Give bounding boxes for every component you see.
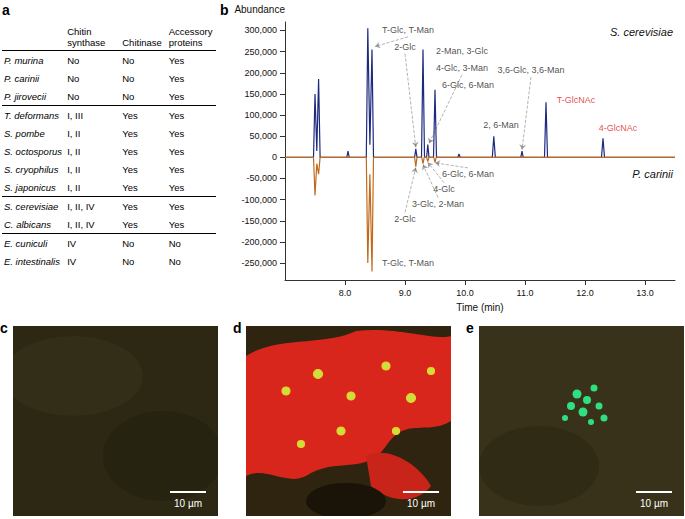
html-text:E. cuniculi: E. cuniculi	[4, 237, 48, 249]
svg-text:Abundance: Abundance	[234, 4, 285, 15]
svg-text:2-Glc: 2-Glc	[394, 214, 416, 224]
html-text:C. albicans: C. albicans	[4, 218, 51, 230]
svg-text:250,000: 250,000	[244, 47, 277, 57]
svg-text:150,000: 150,000	[244, 89, 277, 99]
html-text:No: No	[168, 255, 181, 267]
svg-text:P. carinii: P. carinii	[632, 168, 673, 180]
html-text:b: b	[220, 2, 229, 18]
html-text:Yes: Yes	[122, 127, 138, 139]
html-text:No: No	[168, 237, 181, 249]
svg-text:2, 6-Man: 2, 6-Man	[483, 120, 519, 130]
svg-text:T-Glc, T-Man: T-Glc, T-Man	[382, 258, 434, 268]
html-text:T. deformans: T. deformans	[4, 109, 60, 121]
svg-text:12.0: 12.0	[576, 288, 594, 298]
html-text:Chitin synthase: Chitin synthase	[67, 26, 106, 48]
html-text:Yes: Yes	[168, 90, 185, 102]
html-text:No: No	[67, 90, 80, 102]
html-text:I, II: I, II	[67, 127, 81, 139]
svg-text:4-Glc: 4-Glc	[433, 184, 455, 194]
svg-text:T-Glc, T-Man: T-Glc, T-Man	[382, 25, 434, 35]
html-text:Yes: Yes	[168, 163, 185, 175]
html-text:Yes: Yes	[122, 145, 138, 157]
html-text:S. pombe: S. pombe	[4, 127, 45, 139]
svg-text:10 µm: 10 µm	[407, 498, 435, 509]
html-text:I, II, IV: I, II, IV	[67, 218, 95, 230]
svg-text:2-Man, 3-Glc: 2-Man, 3-Glc	[436, 46, 489, 56]
svg-text:10.0: 10.0	[456, 288, 474, 298]
html-text:S. octosporus I, II: S. octosporus I, II	[4, 145, 81, 157]
svg-text:6-Glc, 6-Man: 6-Glc, 6-Man	[442, 169, 494, 179]
html-text:Accessory proteins: Accessory proteins	[168, 26, 213, 48]
html-text:P. carinii: P. carinii	[4, 72, 40, 84]
html-text:Yes: Yes	[168, 109, 185, 121]
html-text:Yes: Yes	[122, 109, 138, 121]
html-text:Chitinase: Chitinase	[122, 37, 162, 48]
svg-text:-100,000: -100,000	[241, 195, 277, 205]
svg-text:-200,000: -200,000	[241, 237, 277, 247]
svg-text:-150,000: -150,000	[241, 216, 277, 226]
svg-text:S. cerevisiae: S. cerevisiae	[610, 26, 673, 38]
html-text:E. intestinalis: E. intestinalis	[4, 255, 60, 267]
html-text:Yes: Yes	[122, 163, 138, 175]
html-text:No: No	[122, 255, 135, 267]
html-text:No: No	[122, 54, 135, 66]
svg-text:6-Glc, 6-Man: 6-Glc, 6-Man	[442, 80, 494, 90]
svg-text:3,6-Glc, 3,6-Man: 3,6-Glc, 3,6-Man	[497, 65, 564, 75]
svg-text:9.0: 9.0	[399, 288, 412, 298]
html-text:Yes: Yes	[122, 181, 138, 193]
html-text:IV: IV	[67, 255, 77, 267]
html-text:S. japonicus: S. japonicus	[4, 181, 56, 193]
svg-text:2-Glc: 2-Glc	[394, 42, 416, 52]
svg-text:300,000: 300,000	[244, 25, 277, 35]
html-text:Yes: Yes	[168, 72, 185, 84]
html-text:e: e	[466, 320, 474, 336]
svg-text:T-GlcNAc: T-GlcNAc	[557, 95, 596, 105]
html-text:S. cryophilus: S. cryophilus	[4, 163, 59, 175]
html-text:I, II, IV: I, II, IV	[67, 200, 95, 212]
html-text:d: d	[233, 320, 242, 336]
html-text:I, II: I, II	[67, 163, 81, 175]
svg-text:10 µm: 10 µm	[174, 498, 202, 509]
svg-text:200,000: 200,000	[244, 68, 277, 78]
html-text:Yes: Yes	[122, 218, 138, 230]
svg-text:-250,000: -250,000	[241, 258, 277, 268]
html-text:P. murina: P. murina	[4, 54, 44, 66]
svg-text:100,000: 100,000	[244, 110, 277, 120]
svg-text:11.0: 11.0	[517, 288, 534, 298]
svg-text:4-GlcNAc: 4-GlcNAc	[599, 123, 638, 133]
html-text:Yes: Yes	[168, 54, 185, 66]
svg-text:13.0: 13.0	[636, 288, 654, 298]
html-text:Yes: Yes	[168, 200, 185, 212]
html-text:IV: IV	[67, 237, 77, 249]
svg-text:3-Glc, 2-Man: 3-Glc, 2-Man	[412, 199, 464, 209]
svg-text:Time (min): Time (min)	[456, 302, 503, 313]
svg-text:4-Glc, 3-Man: 4-Glc, 3-Man	[436, 63, 488, 73]
html-text:No: No	[67, 72, 80, 84]
html-text:No: No	[67, 54, 80, 66]
html-text:No: No	[122, 72, 135, 84]
html-text:a: a	[2, 2, 10, 18]
html-text:Yes: Yes	[168, 181, 185, 193]
html-text:c: c	[0, 320, 8, 336]
html-text:Yes: Yes	[122, 200, 138, 212]
html-text:Yes: Yes	[168, 145, 185, 157]
html-text:P. jirovecii: P. jirovecii	[4, 90, 47, 102]
svg-text:0: 0	[272, 152, 277, 162]
html-text:Yes: Yes	[168, 218, 185, 230]
svg-text:8.0: 8.0	[339, 288, 352, 298]
html-text:I, II: I, II	[67, 181, 81, 193]
html-text:No: No	[122, 90, 135, 102]
html-text:No: No	[122, 237, 135, 249]
html-text:S. cerevisiae: S. cerevisiae	[4, 200, 59, 212]
svg-text:10 µm: 10 µm	[640, 498, 668, 509]
html-text:Yes: Yes	[168, 127, 185, 139]
svg-text:50,000: 50,000	[249, 131, 277, 141]
html-text:I, III: I, III	[67, 109, 83, 121]
svg-text:-50,000: -50,000	[246, 173, 277, 183]
